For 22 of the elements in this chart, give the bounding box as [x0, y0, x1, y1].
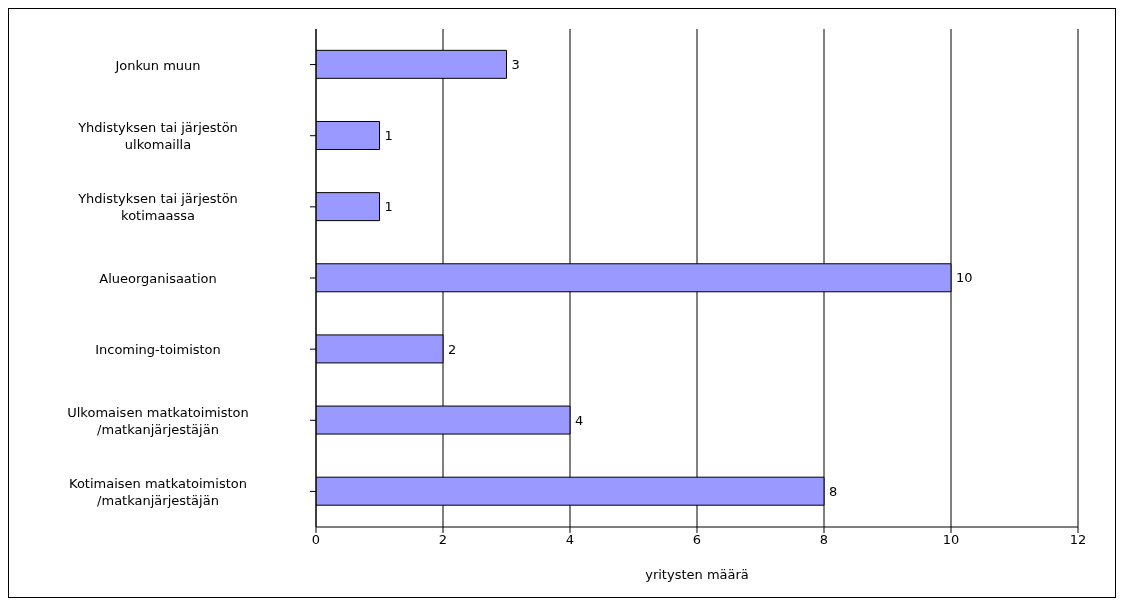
data-label: 10 [956, 270, 973, 286]
y-tick-label: Incoming-toimiston [95, 341, 221, 357]
y-tick-label: Alueorganisaation [99, 270, 217, 286]
x-axis-title: yritysten määrä [645, 567, 749, 582]
data-label: 1 [384, 128, 393, 144]
y-tick-label: Yhdistyksen tai järjestön ulkomailla [77, 119, 238, 152]
y-tick-label: Ulkomaisen matkatoimiston /matkanjärjestäjän [67, 404, 249, 437]
data-label: 3 [511, 56, 520, 72]
y-tick-label: Yhdistyksen tai järjestön kotimaassa [77, 190, 238, 223]
data-label: 8 [829, 483, 838, 499]
data-label: 4 [575, 412, 584, 428]
x-tick-label: 4 [565, 532, 575, 548]
data-label: 2 [448, 341, 457, 357]
y-tick-label: Jonkun muun [114, 57, 201, 73]
data-label: 1 [384, 199, 393, 215]
x-tick-label: 12 [1069, 532, 1087, 548]
x-tick-label: 8 [819, 532, 829, 548]
x-tick-label: 6 [692, 532, 702, 548]
x-tick-label: 0 [311, 532, 321, 548]
y-tick-label: Kotimaisen matkatoimiston /matkanjärjestäjän [69, 475, 247, 508]
x-tick-label: 10 [942, 532, 960, 548]
x-tick-label: 2 [438, 532, 448, 548]
